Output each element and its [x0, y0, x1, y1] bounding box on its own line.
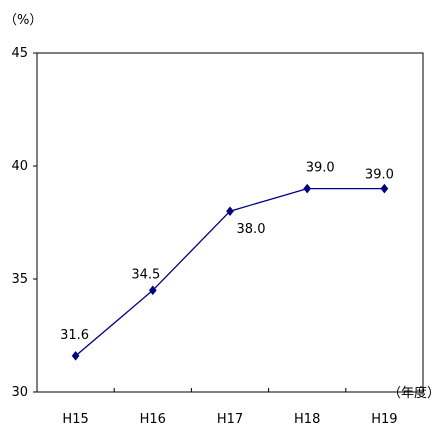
data-label: 39.0 [365, 168, 394, 183]
y-tick-label: 30 [11, 385, 28, 400]
axes [33, 52, 424, 393]
data-label: 31.6 [60, 328, 89, 343]
data-labels: 31.6 34.5 38.0 39.0 39.0 [60, 161, 394, 343]
x-tick-label: H15 [62, 412, 88, 427]
x-unit-label: （年度） [388, 385, 440, 401]
data-point-marker [303, 183, 312, 194]
data-point-marker [380, 183, 389, 194]
data-point-marker [226, 206, 234, 217]
data-label: 39.0 [306, 161, 335, 176]
y-tick-label: 45 [11, 46, 28, 61]
y-tick-label: 40 [11, 159, 28, 174]
y-unit-label: （%） [4, 13, 42, 28]
y-tick-label: 35 [11, 272, 28, 287]
data-point-marker [148, 285, 157, 296]
x-tick-label: H17 [217, 412, 243, 427]
data-label: 38.0 [237, 222, 266, 237]
x-tick-label: H19 [371, 412, 397, 427]
data-label: 34.5 [131, 267, 160, 282]
plot-area-frame [36, 52, 424, 393]
x-tick-label: H16 [140, 412, 166, 427]
tick-labels: 30 35 40 45 H15 H16 H17 H18 H19 [11, 46, 397, 427]
series-line [71, 183, 389, 361]
x-tick-label: H18 [294, 412, 320, 427]
data-point-marker [71, 350, 80, 361]
